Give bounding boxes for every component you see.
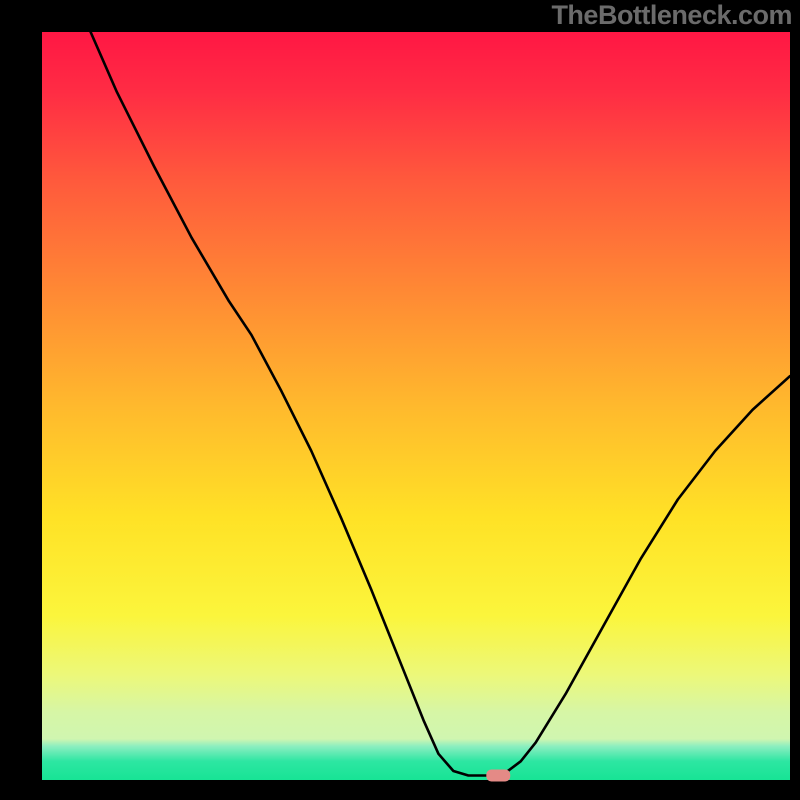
chart-frame: TheBottleneck.com [0,0,800,800]
optimal-marker [486,770,510,782]
bottleneck-chart [0,0,800,800]
plot-background [42,32,790,780]
watermark-label: TheBottleneck.com [551,0,792,31]
